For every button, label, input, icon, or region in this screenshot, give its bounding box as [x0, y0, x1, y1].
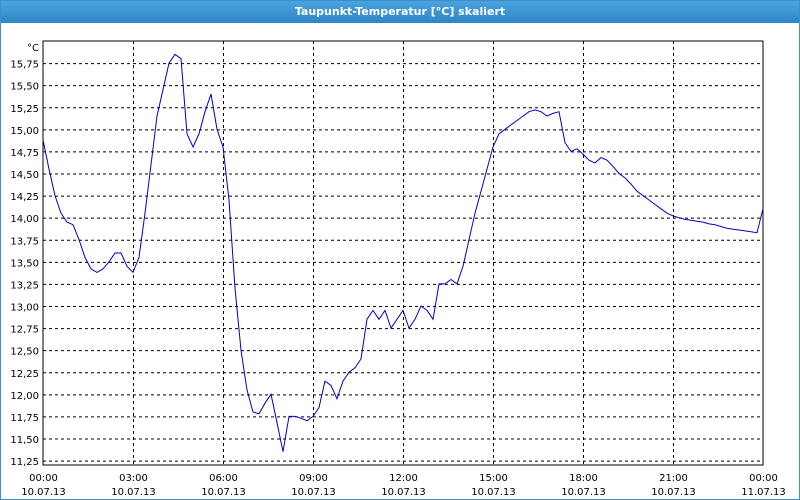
- y-tick-label: 12,75: [10, 325, 39, 336]
- x-tick-time: 21:00: [659, 473, 688, 484]
- y-tick-label: 15,50: [10, 82, 39, 93]
- x-tick-date: 10.07.13: [381, 487, 426, 498]
- x-tick-time: 18:00: [569, 473, 598, 484]
- y-tick-label: 14,50: [10, 170, 39, 181]
- y-tick-label: 14,75: [10, 148, 39, 159]
- x-tick-time: 03:00: [119, 473, 148, 484]
- window-title: Taupunkt-Temperatur [°C] skaliert: [1, 1, 799, 23]
- x-tick-time: 09:00: [299, 473, 328, 484]
- y-tick-label: 13,25: [10, 280, 39, 291]
- y-tick-label: 13,50: [10, 258, 39, 269]
- x-tick-date: 10.07.13: [561, 487, 606, 498]
- y-tick-label: 12,00: [10, 391, 39, 402]
- y-tick-label: 11,50: [10, 435, 39, 446]
- y-tick-label: 14,00: [10, 214, 39, 225]
- x-tick-time: 00:00: [29, 473, 58, 484]
- y-tick-label: 13,75: [10, 236, 39, 247]
- y-tick-label: 15,00: [10, 126, 39, 137]
- x-tick-date: 10.07.13: [291, 487, 336, 498]
- y-tick-label: 15,75: [10, 60, 39, 71]
- x-tick-date: 11.07.13: [741, 487, 786, 498]
- x-tick-date: 10.07.13: [651, 487, 696, 498]
- x-tick-date: 10.07.13: [21, 487, 66, 498]
- x-tick-time: 12:00: [389, 473, 418, 484]
- y-tick-label: 12,50: [10, 347, 39, 358]
- y-tick-label: 13,00: [10, 303, 39, 314]
- x-tick-date: 10.07.13: [471, 487, 516, 498]
- x-tick-time: 15:00: [479, 473, 508, 484]
- x-tick-time: 06:00: [209, 473, 238, 484]
- x-tick-date: 10.07.13: [201, 487, 246, 498]
- x-tick-time: 00:00: [749, 473, 778, 484]
- y-unit-label: °C: [27, 43, 39, 54]
- y-tick-label: 11,25: [10, 457, 39, 468]
- x-tick-date: 10.07.13: [111, 487, 156, 498]
- y-tick-label: 14,25: [10, 192, 39, 203]
- y-tick-label: 11,75: [10, 413, 39, 424]
- y-tick-label: 12,25: [10, 369, 39, 380]
- y-tick-label: 15,25: [10, 104, 39, 115]
- chart-svg: 15,75 15,50 15,25 15,00 14,75 14,50 14,25 14,00…: [10, 40, 786, 498]
- series-line-0: [42, 53, 764, 452]
